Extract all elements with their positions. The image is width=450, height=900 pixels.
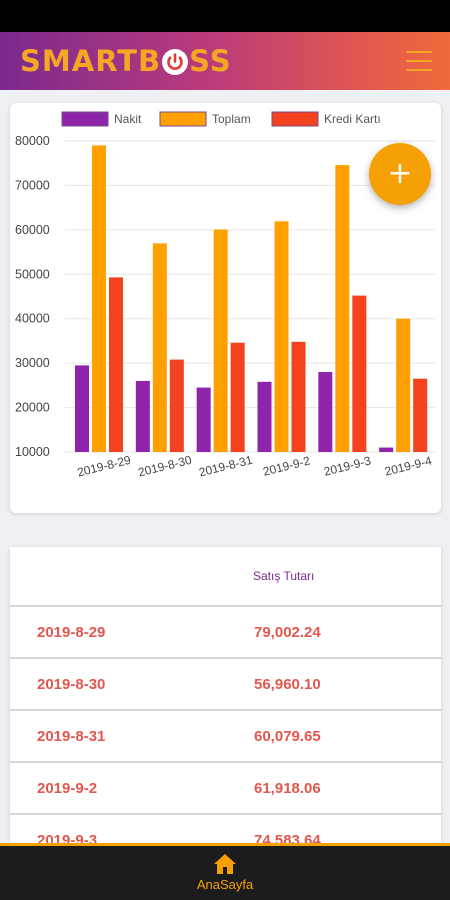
sales-bar-chart: 10000 20000 30000 40000 50000 60000 70000 80000… (15, 111, 435, 480)
bottom-nav: AnaSayfa (0, 843, 450, 900)
legend-label: Kredi Kartı (324, 112, 381, 126)
x-tick-label: 2019-9-4 (383, 453, 433, 478)
status-bar (0, 0, 450, 32)
table-row[interactable]: 2019-9-2 61,918.06 (10, 763, 441, 815)
bar-nakit[interactable] (257, 381, 272, 452)
bar-kredi-kartı[interactable] (230, 342, 245, 452)
y-tick-label: 40000 (15, 312, 50, 326)
row-date: 2019-8-30 (37, 676, 106, 693)
row-amount: 60,079.65 (254, 728, 321, 745)
bar-nakit[interactable] (379, 447, 394, 452)
table-row[interactable]: 2019-8-29 79,002.24 (10, 607, 441, 659)
bar-kredi-kartı[interactable] (109, 277, 123, 452)
x-tick-label: 2019-8-31 (197, 453, 254, 480)
bar-kredi-kartı[interactable] (169, 359, 184, 452)
table-row[interactable]: 2019-8-30 56,960.10 (10, 659, 441, 711)
y-tick-label: 60000 (15, 223, 50, 237)
bar-toplam[interactable] (335, 165, 350, 452)
y-tick-label: 70000 (15, 178, 50, 192)
logo-text-left: SMARTB (20, 44, 162, 78)
x-tick-label: 2019-9-2 (262, 453, 312, 478)
logo-text-right: SS (189, 44, 232, 78)
nav-home[interactable]: AnaSayfa (197, 846, 253, 900)
bar-kredi-kartı[interactable] (413, 378, 428, 452)
legend-swatch (61, 111, 109, 127)
row-amount: 61,918.06 (254, 780, 321, 797)
legend-swatch (159, 111, 207, 127)
bar-toplam[interactable] (152, 243, 167, 452)
y-tick-label: 20000 (15, 401, 50, 415)
legend-label: Nakit (114, 112, 142, 126)
power-icon (162, 49, 189, 75)
row-date: 2019-9-2 (37, 780, 98, 797)
x-tick-label: 2019-9-3 (322, 453, 372, 478)
home-icon (214, 854, 236, 874)
app-logo: SMARTB SS (20, 44, 232, 78)
row-amount: 56,960.10 (254, 676, 321, 693)
nav-home-label: AnaSayfa (196, 877, 254, 892)
y-tick-label: 10000 (15, 445, 50, 459)
bar-kredi-kartı[interactable] (291, 341, 306, 452)
row-date: 2019-8-29 (37, 624, 106, 641)
y-tick-label: 80000 (15, 134, 50, 148)
bar-kredi-kartı[interactable] (352, 295, 367, 452)
legend-label: Toplam (212, 112, 251, 126)
bar-toplam[interactable] (92, 145, 106, 452)
hamburger-menu-icon[interactable] (406, 51, 432, 71)
add-fab-button[interactable]: + (369, 143, 431, 205)
bar-nakit[interactable] (318, 372, 333, 452)
row-amount: 79,002.24 (254, 624, 321, 641)
bar-toplam[interactable] (274, 221, 289, 452)
bar-toplam[interactable] (396, 318, 411, 452)
y-tick-label: 30000 (15, 356, 50, 370)
column-header-amount: Satış Tutarı (253, 569, 315, 583)
app-bar: SMARTB SS (0, 32, 450, 90)
x-tick-label: 2019-8-30 (137, 453, 194, 480)
sales-table: Satış Tutarı 2019-8-29 79,002.24 2019-8-30… (10, 547, 441, 847)
plus-icon: + (387, 156, 413, 191)
table-header: Satış Tutarı (10, 547, 441, 607)
legend-swatch (271, 111, 319, 127)
bar-nakit[interactable] (135, 380, 150, 452)
y-tick-label: 50000 (15, 267, 50, 281)
x-tick-label: 2019-8-29 (76, 453, 133, 480)
sales-chart-card: 10000 20000 30000 40000 50000 60000 70000 80000… (10, 103, 441, 513)
bar-toplam[interactable] (213, 229, 228, 452)
row-date: 2019-8-31 (37, 728, 106, 745)
bar-nakit[interactable] (75, 365, 89, 452)
bar-nakit[interactable] (196, 387, 211, 452)
table-row[interactable]: 2019-8-31 60,079.65 (10, 711, 441, 763)
